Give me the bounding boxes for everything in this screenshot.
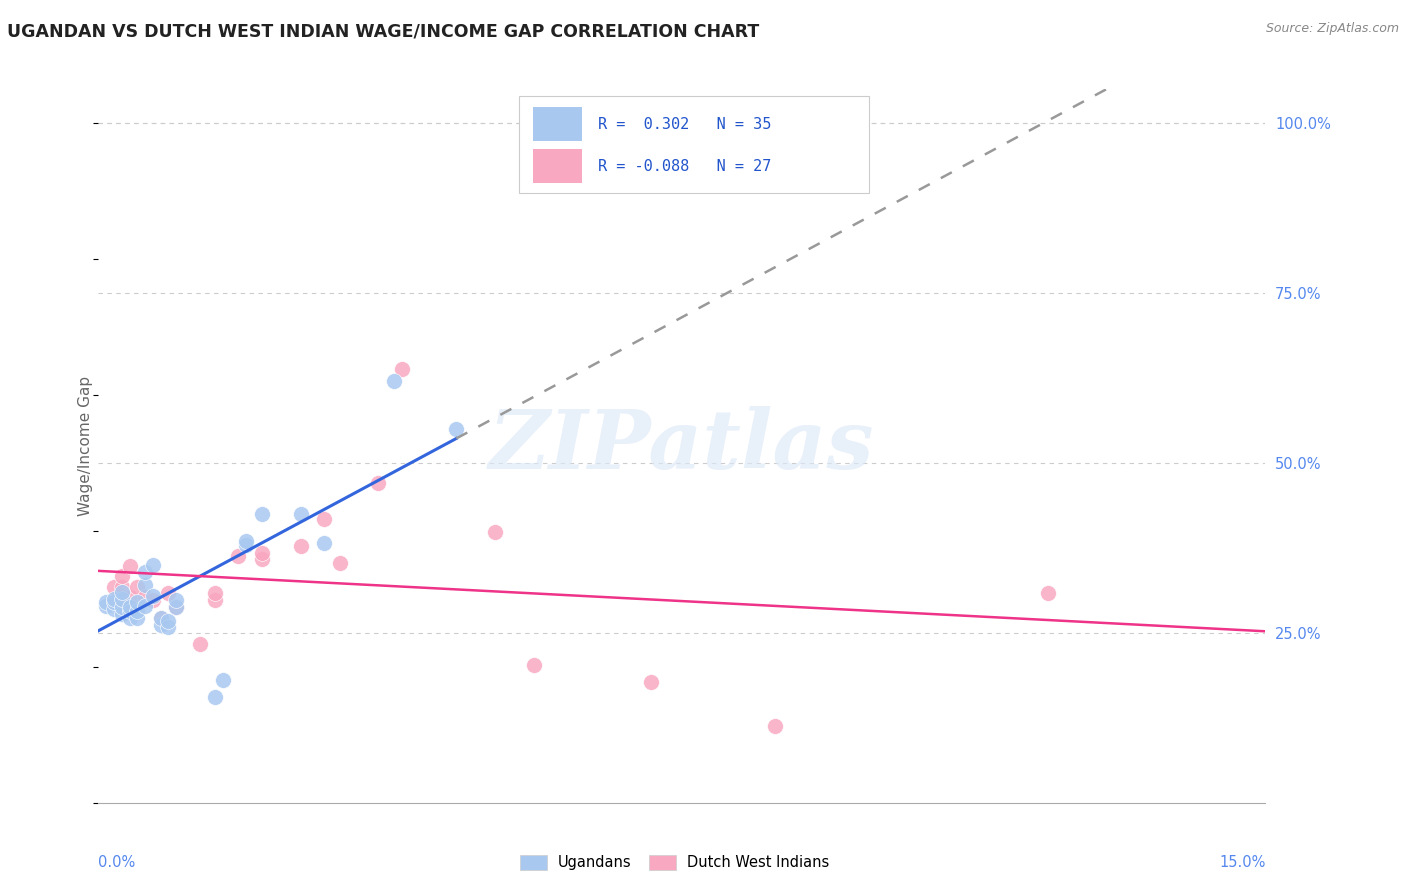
Point — [391, 362, 413, 376]
Point — [103, 580, 125, 594]
Point — [96, 595, 118, 609]
Point — [157, 620, 180, 634]
Point — [118, 611, 141, 625]
Point — [142, 593, 165, 607]
Point — [118, 559, 141, 574]
Point — [484, 525, 506, 540]
Point — [312, 512, 335, 526]
Point — [329, 556, 352, 570]
Point — [157, 586, 180, 600]
Point — [149, 617, 172, 632]
Point — [290, 507, 312, 521]
Point — [763, 719, 786, 733]
FancyBboxPatch shape — [519, 96, 869, 193]
Point — [118, 604, 141, 618]
Point — [118, 600, 141, 615]
Point — [127, 611, 149, 625]
Point — [290, 539, 312, 553]
Y-axis label: Wage/Income Gap: Wage/Income Gap — [77, 376, 93, 516]
Point — [127, 594, 149, 608]
Text: UGANDAN VS DUTCH WEST INDIAN WAGE/INCOME GAP CORRELATION CHART: UGANDAN VS DUTCH WEST INDIAN WAGE/INCOME… — [7, 22, 759, 40]
Point — [640, 674, 662, 689]
Point — [111, 569, 134, 583]
Point — [103, 591, 125, 606]
Point — [1036, 586, 1059, 600]
Point — [111, 591, 134, 606]
Point — [127, 580, 149, 594]
Point — [134, 578, 156, 592]
Point — [111, 585, 134, 599]
FancyBboxPatch shape — [533, 149, 582, 184]
Point — [118, 590, 141, 604]
Point — [134, 590, 156, 604]
Point — [157, 614, 180, 628]
Point — [250, 507, 273, 521]
Text: R = -0.088   N = 27: R = -0.088 N = 27 — [598, 159, 772, 174]
Point — [142, 558, 165, 572]
Point — [127, 604, 149, 618]
Point — [382, 375, 405, 389]
FancyBboxPatch shape — [533, 107, 582, 141]
Point — [103, 602, 125, 616]
Point — [165, 593, 187, 607]
Legend: Ugandans, Dutch West Indians: Ugandans, Dutch West Indians — [515, 848, 835, 876]
Point — [149, 611, 172, 625]
Point — [165, 600, 187, 615]
Point — [96, 599, 118, 613]
Point — [250, 546, 273, 560]
Point — [165, 600, 187, 615]
Point — [134, 599, 156, 613]
Point — [235, 537, 257, 551]
Point — [204, 593, 226, 607]
Point — [134, 565, 156, 579]
Point — [312, 535, 335, 549]
Text: ZIPatlas: ZIPatlas — [489, 406, 875, 486]
Text: 0.0%: 0.0% — [98, 855, 135, 870]
Point — [204, 586, 226, 600]
Text: Source: ZipAtlas.com: Source: ZipAtlas.com — [1265, 22, 1399, 36]
Point — [228, 549, 250, 563]
Point — [188, 637, 211, 651]
Point — [149, 611, 172, 625]
Point — [111, 580, 134, 594]
Point — [103, 595, 125, 609]
Text: R =  0.302   N = 35: R = 0.302 N = 35 — [598, 117, 772, 132]
Point — [235, 534, 257, 549]
Point — [446, 422, 468, 436]
Point — [367, 476, 389, 491]
Point — [212, 673, 235, 688]
Point — [111, 607, 134, 621]
Point — [204, 690, 226, 705]
Point — [523, 657, 546, 672]
Point — [111, 600, 134, 615]
Point — [142, 589, 165, 603]
Point — [250, 552, 273, 566]
Text: 15.0%: 15.0% — [1219, 855, 1265, 870]
